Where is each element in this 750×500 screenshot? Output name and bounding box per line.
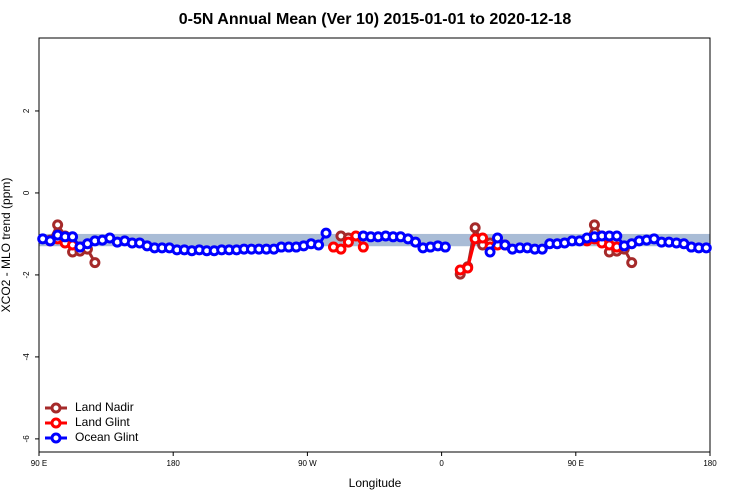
legend-marker	[50, 402, 62, 414]
data-point	[462, 262, 474, 274]
y-tick-label: 0	[22, 190, 31, 195]
data-point	[588, 219, 600, 231]
x-tick-label: 90 E	[568, 459, 584, 468]
data-point	[335, 243, 347, 255]
y-tick-label: -6	[22, 435, 31, 443]
legend-label: Ocean Glint	[75, 430, 139, 444]
x-tick-label: 90 E	[31, 459, 47, 468]
y-tick-label: -4	[22, 353, 31, 361]
x-tick-label: 90 W	[298, 459, 317, 468]
y-axis-title: XCO2 - MLO trend (ppm)	[0, 178, 13, 313]
y-tick-label: -2	[22, 271, 31, 279]
data-point	[52, 219, 64, 231]
data-point	[536, 243, 548, 255]
data-point	[626, 257, 638, 269]
legend-marker	[50, 417, 62, 429]
x-axis-title: Longitude	[349, 476, 402, 490]
data-point	[700, 242, 712, 254]
legend-marker	[50, 432, 62, 444]
data-point	[67, 231, 79, 243]
data-point	[357, 241, 369, 253]
data-point	[477, 232, 489, 244]
data-point	[89, 257, 101, 269]
data-point	[313, 239, 325, 251]
legend-label: Land Nadir	[75, 400, 134, 414]
data-point	[320, 227, 332, 239]
data-point	[492, 232, 504, 244]
data-point	[439, 241, 451, 253]
data-point	[484, 246, 496, 258]
y-tick-label: 2	[22, 108, 31, 113]
x-tick-label: 180	[703, 459, 717, 468]
data-point	[44, 235, 56, 247]
chart-title: 0-5N Annual Mean (Ver 10) 2015-01-01 to …	[179, 11, 572, 28]
x-tick-label: 0	[439, 459, 444, 468]
legend-label: Land Glint	[75, 415, 130, 429]
x-tick-label: 180	[167, 459, 181, 468]
data-point	[469, 222, 481, 234]
data-point	[342, 236, 354, 248]
data-point	[611, 230, 623, 242]
data-point	[410, 236, 422, 248]
